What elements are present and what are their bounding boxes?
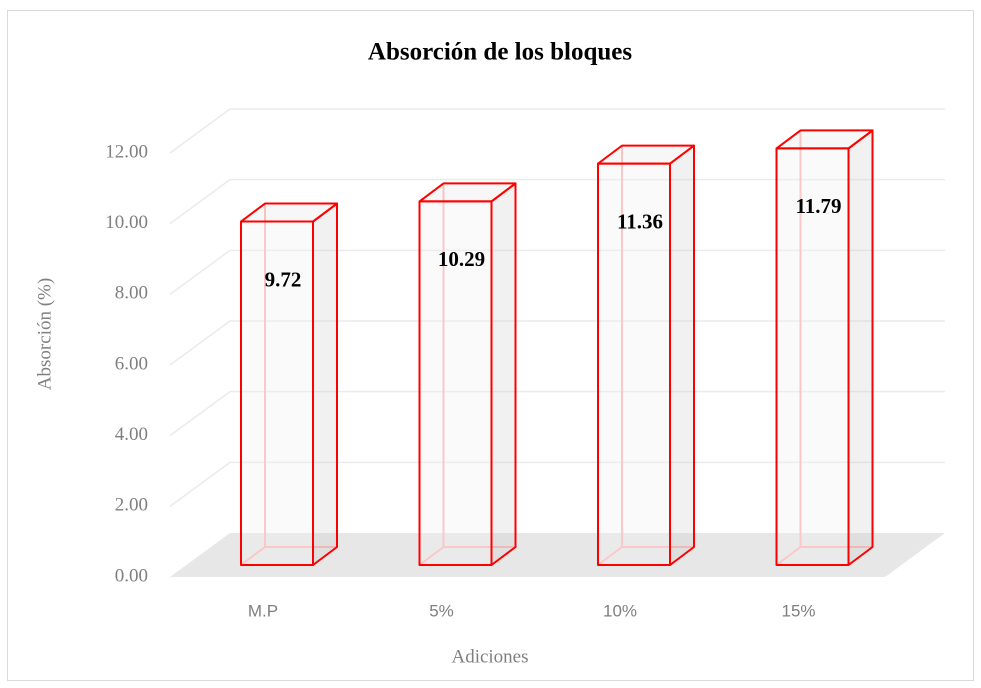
bar-side: [847, 129, 874, 566]
bar: [240, 202, 338, 566]
y-tick-label: 0.00: [115, 565, 148, 586]
x-axis-label: Adiciones: [451, 646, 528, 667]
bar-side: [490, 182, 517, 566]
data-label: 11.79: [795, 194, 841, 218]
bar: [597, 144, 695, 566]
grid-line: [169, 320, 945, 366]
grid-line: [169, 461, 945, 507]
grid-line: [169, 108, 945, 154]
data-label: 10.29: [438, 247, 485, 271]
bar-front: [240, 220, 314, 566]
floor: [170, 533, 945, 577]
bar-front: [775, 147, 850, 566]
y-tick-label: 10.00: [105, 212, 148, 233]
bar-side: [312, 202, 338, 566]
bar-front: [418, 200, 493, 566]
data-label: 9.72: [265, 267, 302, 291]
bar: [418, 182, 517, 566]
y-tick-label: 4.00: [115, 424, 148, 445]
y-axis-label: Absorción (%): [34, 278, 55, 390]
grid-line: [169, 178, 945, 225]
bar: [775, 129, 874, 566]
x-tick-label: 5%: [429, 601, 454, 620]
grid-line: [169, 390, 945, 437]
x-tick-label: 10%: [603, 601, 637, 620]
grid-line: [169, 249, 945, 295]
bar-side: [669, 144, 695, 566]
y-tick-label: 2.00: [115, 495, 148, 516]
x-tick-label: M.P: [248, 601, 278, 620]
x-tick-label: 15%: [781, 601, 815, 620]
y-tick-label: 12.00: [105, 141, 148, 162]
data-label: 11.36: [617, 209, 663, 233]
y-tick-label: 6.00: [115, 353, 148, 374]
y-tick-label: 8.00: [115, 283, 148, 304]
bar-front: [597, 162, 671, 566]
chart-title: Absorción de los bloques: [368, 39, 632, 66]
